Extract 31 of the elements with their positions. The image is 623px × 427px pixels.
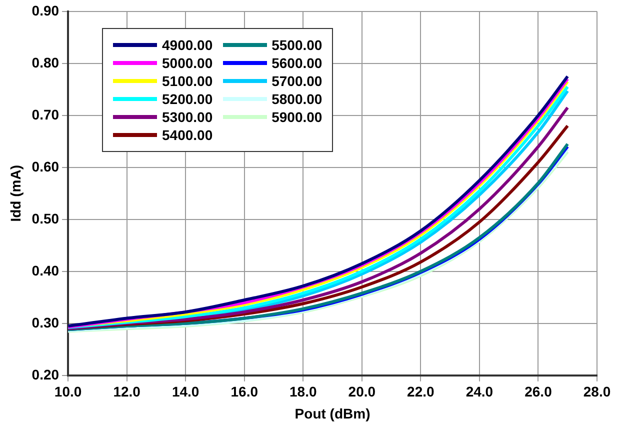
y-tick-label: 0.40 [32,262,60,278]
y-tick-label: 0.50 [32,210,60,226]
y-tick-label: 0.90 [32,2,60,18]
x-tick-label: 12.0 [113,384,141,400]
legend-label: 5500.00 [272,37,322,53]
legend-label: 5900.00 [272,109,322,125]
x-tick-label: 16.0 [230,384,258,400]
legend-label: 5000.00 [162,55,213,71]
x-axis-title: Pout (dBm) [294,405,370,422]
legend-label: 5100.00 [162,73,213,89]
legend-label: 5300.00 [162,109,213,125]
y-axis-title: Idd (mA) [7,165,24,222]
y-tick-label: 0.20 [32,366,60,382]
x-tick-label: 10.0 [54,384,82,400]
legend-label: 5400.00 [162,127,213,143]
legend-label: 5200.00 [162,91,213,107]
legend-label: 5700.00 [272,73,322,89]
y-tick-label: 0.80 [32,54,60,70]
x-tick-label: 22.0 [407,384,435,400]
x-tick-label: 28.0 [583,384,611,400]
x-tick-label: 14.0 [172,384,200,400]
y-tick-label: 0.70 [32,106,60,122]
y-tick-label: 0.60 [32,158,60,174]
legend-label: 5600.00 [272,55,322,71]
x-tick-label: 18.0 [290,384,317,400]
legend-label: 4900.00 [162,37,213,53]
legend-label: 5800.00 [272,91,322,107]
y-tick-label: 0.30 [32,314,60,330]
x-tick-label: 20.0 [348,384,376,400]
x-tick-label: 24.0 [466,384,494,400]
x-tick-label: 26.0 [524,384,552,400]
